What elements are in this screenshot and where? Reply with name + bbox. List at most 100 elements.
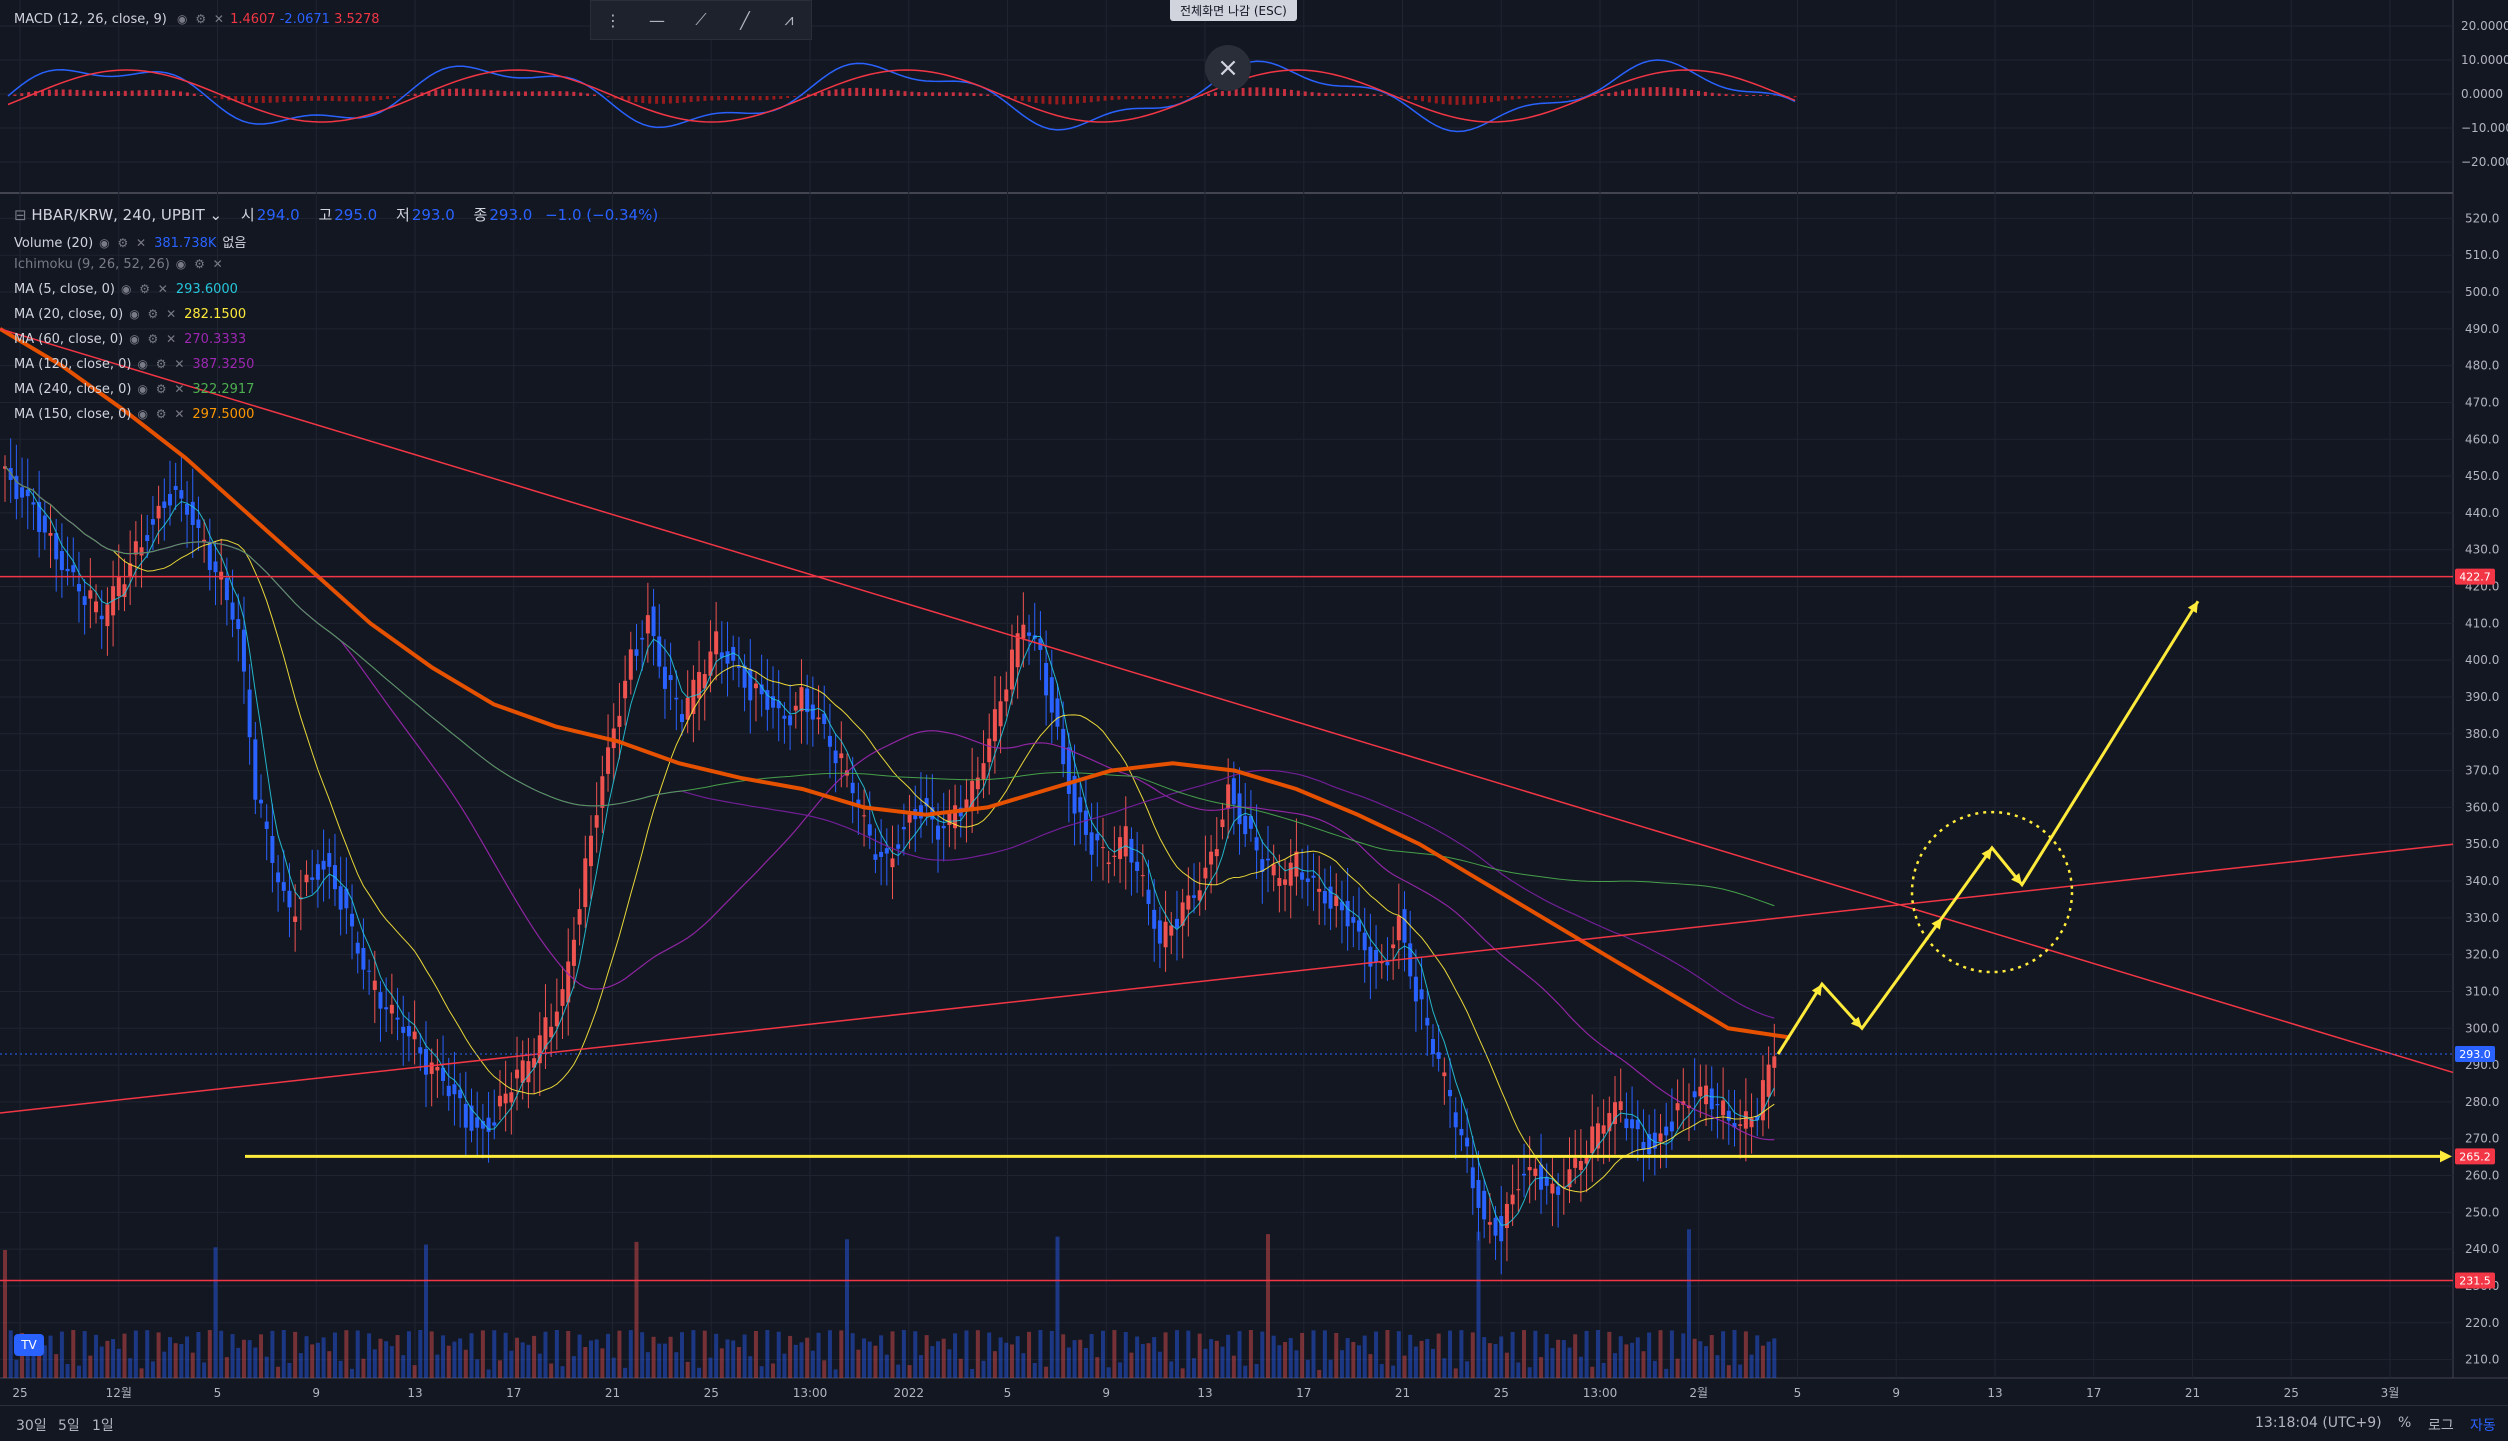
indicator-row[interactable]: MA (5, close, 0) ◉ ⚙ ✕ 293.6000: [14, 282, 244, 297]
indicator-label[interactable]: Ichimoku (9, 26, 52, 26): [14, 257, 170, 272]
indicator-row[interactable]: MA (60, close, 0) ◉ ⚙ ✕ 270.3333: [14, 332, 252, 347]
volume-bar: [1698, 1341, 1703, 1378]
range-30d[interactable]: 30일: [16, 1418, 47, 1434]
indicator-label[interactable]: MA (120, close, 0): [14, 357, 132, 372]
volume-bar: [111, 1339, 116, 1378]
price-tick-label: 330.0: [2465, 911, 2499, 925]
tradingview-logo[interactable]: TV: [14, 1334, 44, 1356]
volume-bar: [884, 1354, 889, 1378]
volume-bar: [1277, 1345, 1282, 1378]
macd-label[interactable]: MACD (12, 26, close, 9): [14, 12, 167, 27]
candle-body: [1374, 950, 1379, 963]
indicator-buttons[interactable]: ◉ ⚙ ✕: [137, 382, 187, 396]
indicator-buttons[interactable]: ◉ ⚙ ✕: [129, 332, 179, 346]
drag-handle-icon[interactable]: ⋮: [605, 10, 621, 30]
volume-bar: [42, 1345, 47, 1378]
indicator-row[interactable]: MA (150, close, 0) ◉ ⚙ ✕ 297.5000: [14, 407, 260, 422]
indicator-row[interactable]: MA (240, close, 0) ◉ ⚙ ✕ 322.2917: [14, 382, 260, 397]
indicator-label[interactable]: MA (60, close, 0): [14, 332, 124, 347]
indicator-row[interactable]: Ichimoku (9, 26, 52, 26) ◉ ⚙ ✕: [14, 257, 237, 272]
auto-toggle[interactable]: 자동: [2470, 1418, 2496, 1434]
candle-body: [731, 646, 736, 661]
range-5d[interactable]: 5일: [58, 1418, 80, 1434]
indicator-label[interactable]: MA (5, close, 0): [14, 282, 115, 297]
volume-bar: [719, 1348, 724, 1378]
fullscreen-exit-hint[interactable]: 전체화면 나감 (ESC): [1170, 0, 1297, 21]
candle-body: [1573, 1158, 1578, 1168]
volume-bar: [1476, 1231, 1481, 1378]
percent-toggle[interactable]: %: [2398, 1415, 2412, 1431]
indicator-row[interactable]: Volume (20) ◉ ⚙ ✕ 381.738K 없음: [14, 232, 246, 251]
volume-bar: [1658, 1330, 1663, 1378]
price-marker-label: 293.0: [2459, 1048, 2491, 1061]
collapse-icon[interactable]: ⊟: [14, 206, 27, 224]
candle-body: [42, 515, 47, 533]
indicator-row[interactable]: MA (120, close, 0) ◉ ⚙ ✕ 387.3250: [14, 357, 260, 372]
candle-body: [594, 815, 599, 828]
volume-bar: [105, 1340, 110, 1378]
indicator-buttons[interactable]: ◉ ⚙ ✕: [175, 257, 225, 271]
log-toggle[interactable]: 로그: [2428, 1418, 2454, 1434]
candle-body: [890, 858, 895, 868]
volume-bar: [1174, 1330, 1179, 1378]
candle-body: [1271, 864, 1276, 876]
volume-bar: [765, 1330, 770, 1378]
indicator-buttons[interactable]: ◉ ⚙ ✕: [137, 407, 187, 421]
volume-bar: [475, 1359, 480, 1378]
candle-body: [281, 882, 286, 891]
horizontal-line-icon[interactable]: —: [649, 10, 665, 30]
indicator-label[interactable]: Volume (20): [14, 236, 94, 251]
volume-bar: [8, 1330, 13, 1378]
candle-body: [253, 739, 258, 800]
candle-body: [1487, 1222, 1492, 1225]
volume-bar: [1385, 1330, 1390, 1378]
price-tick-label: 260.0: [2465, 1169, 2499, 1183]
volume-bar: [1180, 1368, 1185, 1378]
price-tick-label: 480.0: [2465, 359, 2499, 373]
volume-bar: [509, 1350, 514, 1378]
indicator-buttons[interactable]: ◉ ⚙ ✕: [99, 236, 149, 250]
range-1d[interactable]: 1일: [92, 1418, 114, 1434]
indicator-buttons[interactable]: ◉ ⚙ ✕: [137, 357, 187, 371]
trend-line-icon[interactable]: ╱: [740, 10, 750, 30]
ascending-trendline: [0, 843, 2454, 1114]
candle-body: [1760, 1080, 1765, 1121]
candle-body: [287, 890, 292, 908]
price-tick-label: 270.0: [2465, 1132, 2499, 1146]
candle-body: [1123, 826, 1128, 857]
volume-bar: [1556, 1339, 1561, 1378]
volume-bar: [1288, 1338, 1293, 1378]
chevron-down-icon[interactable]: ⌄: [209, 206, 223, 224]
indicator-buttons[interactable]: ◉ ⚙ ✕: [120, 282, 170, 296]
clock[interactable]: 13:18:04 (UTC+9): [2255, 1415, 2382, 1431]
volume-bar: [822, 1360, 827, 1378]
candle-body: [441, 1067, 446, 1081]
volume-bar: [1311, 1330, 1316, 1378]
indicator-buttons[interactable]: ◉ ⚙ ✕: [177, 12, 226, 26]
indicator-row[interactable]: MA (20, close, 0) ◉ ⚙ ✕ 282.1500: [14, 307, 252, 322]
volume-bar: [1709, 1335, 1714, 1378]
trend-angle-icon[interactable]: ⟋: [695, 10, 707, 29]
support-arrow-head: [2440, 1150, 2452, 1163]
indicator-label[interactable]: MA (150, close, 0): [14, 407, 132, 422]
volume-bar: [924, 1335, 929, 1378]
volume-bar: [446, 1345, 451, 1378]
indicator-label[interactable]: MA (20, close, 0): [14, 307, 124, 322]
close-fullscreen-button[interactable]: ×: [1205, 45, 1251, 91]
candle-body: [190, 501, 195, 525]
volume-bar: [1055, 1236, 1060, 1378]
symbol-title[interactable]: HBAR/KRW, 240, UPBIT: [31, 206, 205, 224]
volume-bar: [1209, 1339, 1214, 1378]
indicator-label[interactable]: MA (240, close, 0): [14, 382, 132, 397]
volume-bar: [1419, 1340, 1424, 1378]
candle-body: [116, 577, 121, 597]
price-tick-label: 450.0: [2465, 469, 2499, 483]
candle-body: [207, 541, 212, 571]
volume-bar: [1044, 1366, 1049, 1378]
volume-bar: [1192, 1358, 1197, 1378]
indicator-buttons[interactable]: ◉ ⚙ ✕: [129, 307, 179, 321]
candle-body: [554, 1011, 559, 1027]
price-chart[interactable]: 520.0 510.0 500.0 490.0 480.0 470.0 460.0 450.0…: [0, 0, 2508, 1405]
pattern-abcd-icon[interactable]: ⩘: [784, 10, 794, 29]
volume-bar: [896, 1364, 901, 1378]
